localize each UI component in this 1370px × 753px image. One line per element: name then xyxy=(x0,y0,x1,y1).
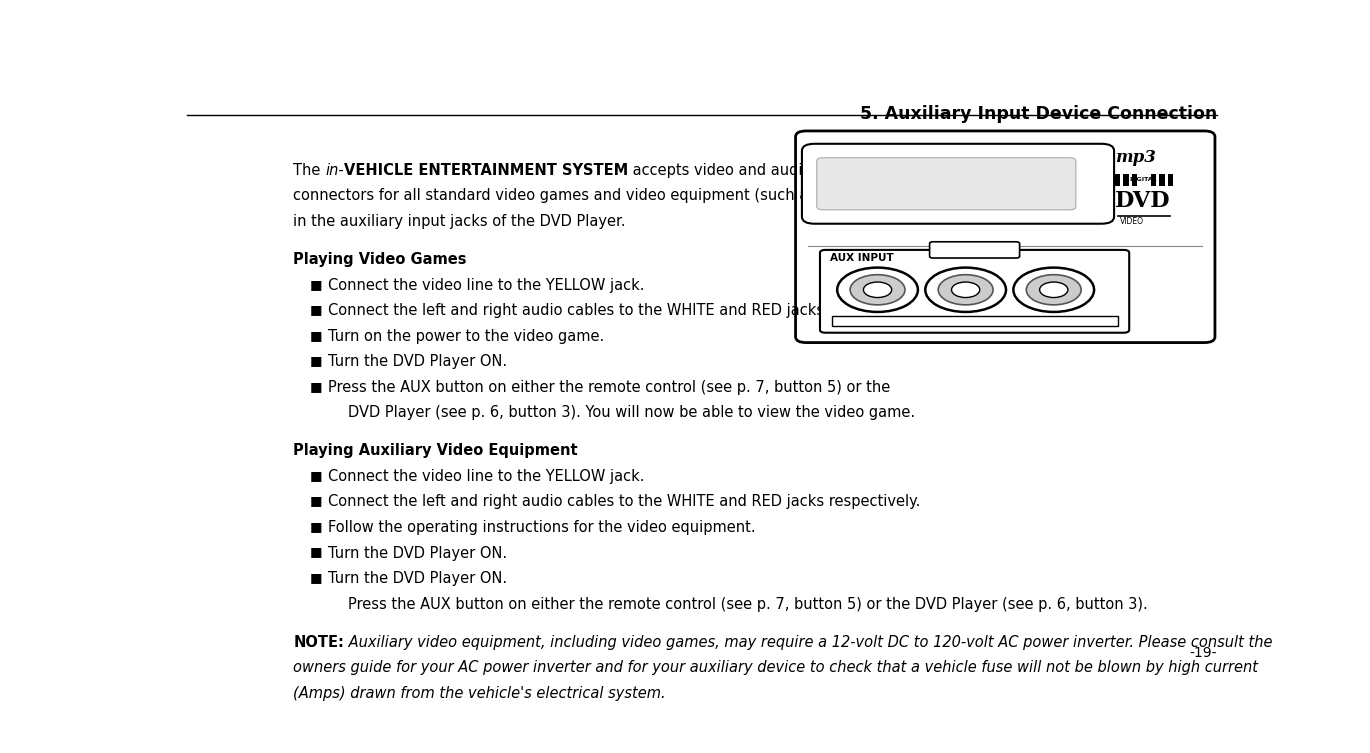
Bar xyxy=(1167,174,1173,185)
Text: Connect the video line to the YELLOW jack.: Connect the video line to the YELLOW jac… xyxy=(329,469,645,484)
Text: VIDEO: VIDEO xyxy=(1121,218,1144,226)
Text: ■: ■ xyxy=(310,278,322,291)
Text: Connect the video line to the YELLOW jack.: Connect the video line to the YELLOW jac… xyxy=(329,278,645,293)
Text: owners guide for your AC power inverter and for your auxiliary device to check t: owners guide for your AC power inverter … xyxy=(293,660,1259,675)
Text: ■: ■ xyxy=(310,380,322,392)
Bar xyxy=(1132,174,1137,185)
Text: (Amps) drawn from the vehicle's electrical system.: (Amps) drawn from the vehicle's electric… xyxy=(293,686,666,701)
Text: Follow the operating instructions for the video equipment.: Follow the operating instructions for th… xyxy=(329,520,756,535)
Text: Auxiliary video equipment, including video games, may require a 12-volt DC to 12: Auxiliary video equipment, including vid… xyxy=(344,635,1273,650)
Text: mp3: mp3 xyxy=(1115,149,1156,166)
Text: NOTE:: NOTE: xyxy=(293,635,344,650)
FancyBboxPatch shape xyxy=(817,157,1075,210)
Text: accepts video and audio RCA type: accepts video and audio RCA type xyxy=(629,163,884,178)
Text: Connect the left and right audio cables to the WHITE and RED jacks respectively.: Connect the left and right audio cables … xyxy=(329,495,921,510)
Bar xyxy=(1151,174,1156,185)
Text: ■: ■ xyxy=(310,328,322,342)
FancyBboxPatch shape xyxy=(930,242,1019,258)
Text: AUX INPUT: AUX INPUT xyxy=(829,253,893,263)
Bar xyxy=(1159,174,1164,185)
Text: in the auxiliary input jacks of the DVD Player.: in the auxiliary input jacks of the DVD … xyxy=(293,214,626,229)
Ellipse shape xyxy=(952,282,980,297)
Ellipse shape xyxy=(1014,267,1095,312)
Ellipse shape xyxy=(938,275,993,305)
Text: Playing Video Games: Playing Video Games xyxy=(293,252,467,267)
Ellipse shape xyxy=(1026,275,1081,305)
Text: DIGITAL: DIGITAL xyxy=(1130,177,1158,182)
Text: ■: ■ xyxy=(310,571,322,584)
Text: connectors for all standard video games and video equipment (such as camcorders): connectors for all standard video games … xyxy=(293,188,912,203)
Text: Playing Auxiliary Video Equipment: Playing Auxiliary Video Equipment xyxy=(293,444,578,459)
Text: in-: in- xyxy=(325,163,344,178)
Text: -19-: -19- xyxy=(1189,646,1217,660)
Ellipse shape xyxy=(1040,282,1067,297)
Text: ■: ■ xyxy=(310,303,322,316)
Text: Turn the DVD Player ON.: Turn the DVD Player ON. xyxy=(329,571,507,586)
Text: Connect the left and right audio cables to the WHITE and RED jacks respectively.: Connect the left and right audio cables … xyxy=(329,303,921,319)
FancyBboxPatch shape xyxy=(796,131,1215,343)
Text: Press the AUX button on either the remote control (see p. 7, button 5) or the DV: Press the AUX button on either the remot… xyxy=(348,596,1147,611)
Text: ■: ■ xyxy=(310,469,322,482)
Text: Turn the DVD Player ON.: Turn the DVD Player ON. xyxy=(329,354,507,369)
FancyBboxPatch shape xyxy=(821,250,1129,333)
Text: ■: ■ xyxy=(310,495,322,508)
Bar xyxy=(1115,174,1121,185)
Ellipse shape xyxy=(837,267,918,312)
Text: DVD Player (see p. 6, button 3). You will now be able to view the video game.: DVD Player (see p. 6, button 3). You wil… xyxy=(348,405,915,420)
Text: ■: ■ xyxy=(310,545,322,559)
Ellipse shape xyxy=(925,267,1006,312)
Bar xyxy=(1123,174,1129,185)
Text: Turn on the power to the video game.: Turn on the power to the video game. xyxy=(329,328,604,343)
FancyBboxPatch shape xyxy=(801,144,1114,224)
Text: The: The xyxy=(293,163,325,178)
Text: ■: ■ xyxy=(310,520,322,533)
Text: DVD: DVD xyxy=(1115,190,1170,212)
Ellipse shape xyxy=(863,282,892,297)
Text: 5. Auxiliary Input Device Connection: 5. Auxiliary Input Device Connection xyxy=(860,105,1217,123)
Ellipse shape xyxy=(851,275,906,305)
Bar xyxy=(832,316,1118,326)
Text: VEHICLE ENTERTAINMENT SYSTEM: VEHICLE ENTERTAINMENT SYSTEM xyxy=(344,163,629,178)
Text: ■: ■ xyxy=(310,354,322,367)
Text: Turn the DVD Player ON.: Turn the DVD Player ON. xyxy=(329,545,507,560)
Text: Press the AUX button on either the remote control (see p. 7, button 5) or the: Press the AUX button on either the remot… xyxy=(329,380,890,395)
